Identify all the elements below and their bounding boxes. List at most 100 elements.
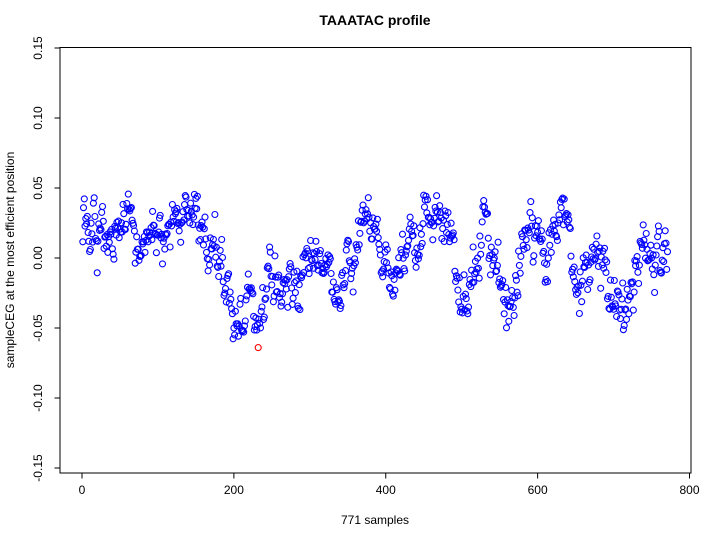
data-point	[351, 259, 359, 267]
data-point	[404, 236, 413, 244]
data-point	[586, 276, 594, 284]
data-point	[269, 298, 277, 306]
data-point	[427, 215, 435, 223]
data-point	[277, 302, 285, 310]
data-point	[507, 298, 515, 306]
data-point	[227, 295, 235, 303]
data-point	[477, 250, 485, 258]
data-point	[180, 216, 188, 224]
data-point	[470, 278, 478, 286]
data-point	[525, 229, 533, 237]
data-point	[629, 306, 637, 314]
data-point	[569, 273, 577, 281]
data-point	[657, 268, 665, 276]
data-point	[88, 230, 96, 238]
data-point	[506, 302, 514, 310]
data-point	[342, 246, 350, 254]
data-point	[621, 306, 629, 314]
data-point	[364, 194, 372, 202]
data-point	[625, 310, 633, 318]
data-point	[281, 280, 289, 288]
data-point	[410, 222, 418, 230]
data-point	[412, 263, 420, 271]
data-point	[163, 229, 171, 238]
data-point	[262, 285, 271, 293]
data-point	[515, 261, 523, 269]
data-point	[307, 255, 315, 263]
data-point	[333, 286, 341, 294]
data-point	[287, 263, 295, 271]
data-point	[93, 269, 101, 277]
data-point	[499, 277, 507, 285]
data-point	[415, 251, 423, 259]
data-point	[474, 264, 482, 272]
data-point	[619, 279, 627, 287]
data-point	[429, 236, 437, 244]
data-point	[562, 209, 571, 218]
data-point	[622, 305, 630, 313]
data-point	[649, 251, 657, 259]
data-point	[242, 296, 250, 304]
data-point	[417, 243, 425, 251]
data-point	[423, 196, 432, 204]
data-point	[80, 195, 88, 203]
data-point	[133, 233, 141, 241]
data-point	[565, 216, 573, 224]
data-point	[500, 310, 508, 318]
data-point	[657, 269, 665, 277]
data-point	[592, 240, 600, 248]
data-point	[87, 219, 95, 227]
data-point	[420, 203, 429, 211]
data-point	[414, 255, 422, 263]
data-point	[373, 215, 381, 223]
data-point	[79, 204, 88, 212]
data-point	[530, 252, 538, 260]
data-point	[651, 261, 659, 269]
data-point	[493, 267, 501, 275]
data-point	[439, 225, 447, 233]
data-point	[260, 313, 268, 321]
data-point	[630, 288, 638, 296]
y-tick-label: 0.10	[31, 106, 45, 130]
data-point	[633, 253, 641, 261]
data-point	[261, 295, 269, 304]
data-point	[472, 268, 480, 276]
data-point	[522, 236, 530, 244]
outlier-point	[254, 344, 262, 352]
data-point	[570, 263, 578, 271]
data-point	[357, 218, 365, 226]
data-point	[200, 225, 208, 233]
data-point	[534, 228, 542, 236]
data-point	[505, 317, 513, 325]
data-point	[122, 220, 130, 228]
data-point	[373, 227, 381, 235]
data-point	[398, 230, 407, 238]
data-point	[597, 284, 605, 292]
data-point	[347, 275, 355, 283]
data-point	[94, 237, 102, 245]
data-point	[209, 235, 217, 243]
data-point	[510, 311, 518, 320]
data-point	[182, 193, 190, 201]
data-point	[79, 238, 87, 246]
data-point	[121, 225, 129, 234]
data-point	[484, 234, 492, 242]
data-point	[432, 207, 440, 215]
data-point	[234, 332, 242, 340]
data-point	[537, 227, 545, 235]
data-point	[105, 238, 113, 246]
data-point	[430, 222, 438, 230]
data-point	[166, 243, 174, 251]
data-point	[189, 221, 197, 229]
data-point	[638, 240, 646, 249]
data-point	[159, 238, 167, 246]
data-point	[574, 289, 582, 297]
y-axis-label: sampleCEG at the most efficient position	[3, 152, 17, 369]
data-point	[134, 245, 142, 253]
data-point	[480, 203, 489, 211]
data-point	[651, 288, 659, 297]
data-point	[607, 293, 615, 301]
data-point	[464, 310, 472, 318]
data-point	[158, 260, 167, 268]
data-point	[642, 229, 650, 238]
